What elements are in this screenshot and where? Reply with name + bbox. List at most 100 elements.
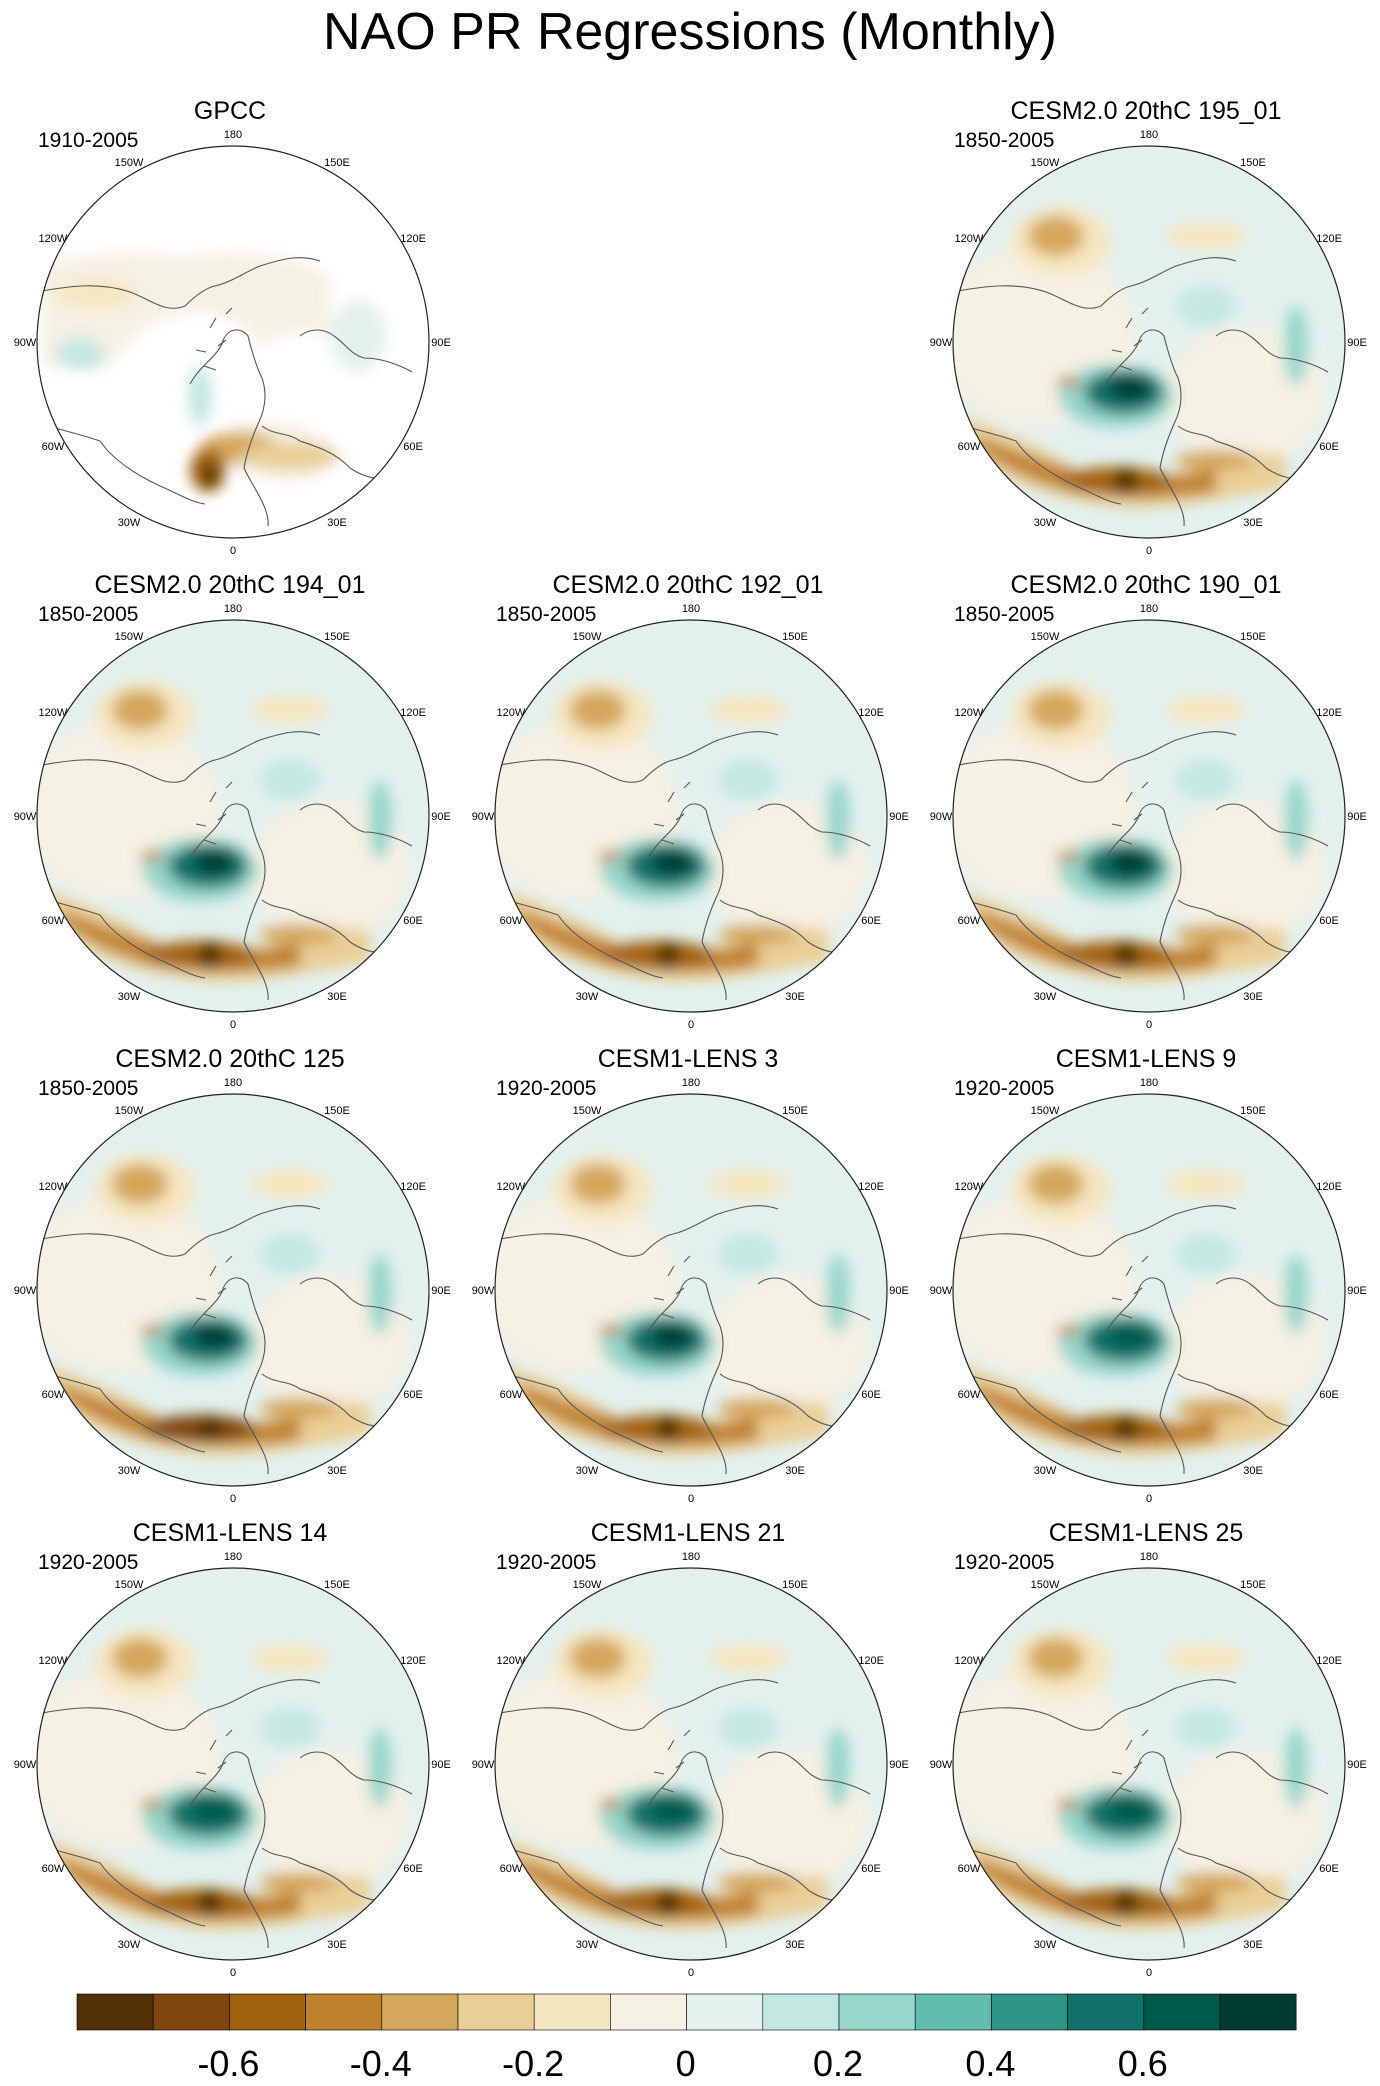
longitude-label: 120W (39, 707, 68, 719)
longitude-label: 150W (115, 157, 144, 169)
longitude-label: 90E (1347, 1285, 1367, 1297)
coastlines (41, 731, 413, 1001)
map-panel: 180 0 90W 90E 150W 150E 120W 120E 60W 60E 30W 30E CE… (916, 1518, 1376, 1988)
longitude-label: 180 (1140, 603, 1158, 615)
longitude-label: 120E (858, 1655, 884, 1667)
longitude-label: 120E (1316, 233, 1342, 245)
colorbar-label: -0.4 (350, 2043, 412, 2084)
map-panel: 180 0 90W 90E 150W 150E 120W 120E 60W 60E 30W 30E CE… (916, 1044, 1376, 1514)
longitude-label: 120E (400, 1655, 426, 1667)
longitude-label: 60E (1319, 441, 1339, 453)
longitude-label: 30W (576, 991, 599, 1003)
longitude-label: 60W (958, 1863, 981, 1875)
longitude-label: 30E (785, 1465, 805, 1477)
polar-map: 180 0 90W 90E 150W 150E 120W 120E 60W 60E 30W 30E (930, 1551, 1367, 1979)
longitude-label: 150E (782, 1105, 808, 1117)
longitude-label: 0 (230, 1967, 236, 1979)
longitude-label: 180 (224, 603, 242, 615)
longitude-label: 90W (930, 1285, 953, 1297)
colorbar-swatch (686, 1993, 764, 2031)
coastlines (499, 1205, 871, 1475)
longitude-label: 0 (1146, 1967, 1152, 1979)
panel-period: 1850-2005 (496, 603, 597, 626)
colorbar-swatch (610, 1993, 687, 2031)
coastlines (957, 731, 1329, 1001)
polar-map: 180 0 90W 90E 150W 150E 120W 120E 60W 60E 30W 30E (14, 1077, 451, 1505)
longitude-label: 30W (1034, 991, 1057, 1003)
panel-title: CESM1-LENS 3 (597, 1045, 779, 1073)
longitude-label: 30W (118, 1939, 141, 1951)
longitude-label: 60W (42, 1389, 65, 1401)
longitude-label: 90E (431, 811, 451, 823)
longitude-label: 60W (500, 915, 523, 927)
longitude-label: 120W (497, 707, 526, 719)
panel-title: GPCC (193, 97, 267, 125)
longitude-label: 90W (472, 811, 495, 823)
polar-map: 180 0 90W 90E 150W 150E 120W 120E 60W 60E 30W 30E (930, 1077, 1367, 1505)
longitude-label: 90W (14, 1285, 37, 1297)
longitude-label: 180 (224, 1551, 242, 1563)
panel-period: 1850-2005 (38, 1077, 139, 1100)
longitude-label: 150E (782, 631, 808, 643)
panel-title: CESM1-LENS 25 (1048, 1519, 1244, 1547)
longitude-label: 60E (1319, 1863, 1339, 1875)
longitude-label: 150W (573, 631, 602, 643)
longitude-label: 180 (224, 1077, 242, 1089)
longitude-label: 0 (230, 1493, 236, 1505)
longitude-label: 30W (1034, 1939, 1057, 1951)
longitude-label: 0 (230, 1019, 236, 1031)
longitude-label: 30E (1243, 991, 1263, 1003)
coastlines (41, 1679, 413, 1949)
longitude-label: 60W (958, 915, 981, 927)
longitude-label: 0 (688, 1019, 694, 1031)
longitude-label: 120W (497, 1655, 526, 1667)
colorbar-swatch (533, 1993, 611, 2031)
map-boundary (952, 619, 1346, 1013)
coastlines (41, 257, 413, 527)
map-boundary (952, 1567, 1346, 1961)
colorbar-swatch (914, 1993, 992, 2031)
longitude-label: 150E (324, 157, 350, 169)
colorbar-label: 0.6 (1118, 2043, 1168, 2084)
longitude-label: 150W (1031, 1579, 1060, 1591)
panel-title: CESM2.0 20thC 125 (115, 1045, 345, 1073)
longitude-label: 90W (472, 1285, 495, 1297)
panel-period: 1850-2005 (38, 603, 139, 626)
colorbar-swatch (1143, 1993, 1221, 2031)
panel-period: 1850-2005 (954, 129, 1055, 152)
longitude-label: 30E (1243, 1939, 1263, 1951)
map-panel: 180 0 90W 90E 150W 150E 120W 120E 60W 60E 30W 30E CE… (916, 96, 1376, 566)
longitude-label: 90W (14, 811, 37, 823)
longitude-label: 120W (497, 1181, 526, 1193)
coastlines (957, 1679, 1329, 1949)
polar-map: 180 0 90W 90E 150W 150E 120W 120E 60W 60E 30W 30E (930, 603, 1367, 1031)
panel-title: CESM1-LENS 14 (132, 1519, 328, 1547)
longitude-label: 90W (14, 1759, 37, 1771)
longitude-label: 90W (472, 1759, 495, 1771)
longitude-label: 120E (1316, 707, 1342, 719)
panel-period: 1910-2005 (38, 129, 139, 152)
longitude-label: 90E (889, 811, 909, 823)
longitude-label: 0 (230, 545, 236, 557)
longitude-label: 120W (39, 1655, 68, 1667)
longitude-label: 180 (682, 603, 700, 615)
longitude-label: 0 (688, 1967, 694, 1979)
polar-map: 180 0 90W 90E 150W 150E 120W 120E 60W 60E 30W 30E (472, 1077, 909, 1505)
map-panel: 180 0 90W 90E 150W 150E 120W 120E 60W 60E 30W 30E CE… (458, 1044, 918, 1514)
longitude-label: 150W (573, 1105, 602, 1117)
longitude-label: 60E (1319, 1389, 1339, 1401)
longitude-label: 30W (1034, 1465, 1057, 1477)
longitude-label: 180 (682, 1077, 700, 1089)
coastlines (41, 1205, 413, 1475)
longitude-label: 30E (785, 1939, 805, 1951)
panel-title: CESM1-LENS 9 (1055, 1045, 1237, 1073)
map-boundary (494, 619, 888, 1013)
polar-map: 180 0 90W 90E 150W 150E 120W 120E 60W 60E 30W 30E (14, 129, 451, 557)
longitude-label: 30E (1243, 1465, 1263, 1477)
map-panel: 180 0 90W 90E 150W 150E 120W 120E 60W 60E 30W 30E CE… (458, 570, 918, 1040)
longitude-label: 30E (327, 1465, 347, 1477)
longitude-label: 180 (1140, 1077, 1158, 1089)
map-boundary (36, 145, 430, 539)
longitude-label: 60E (861, 915, 881, 927)
map-boundary (36, 1093, 430, 1487)
